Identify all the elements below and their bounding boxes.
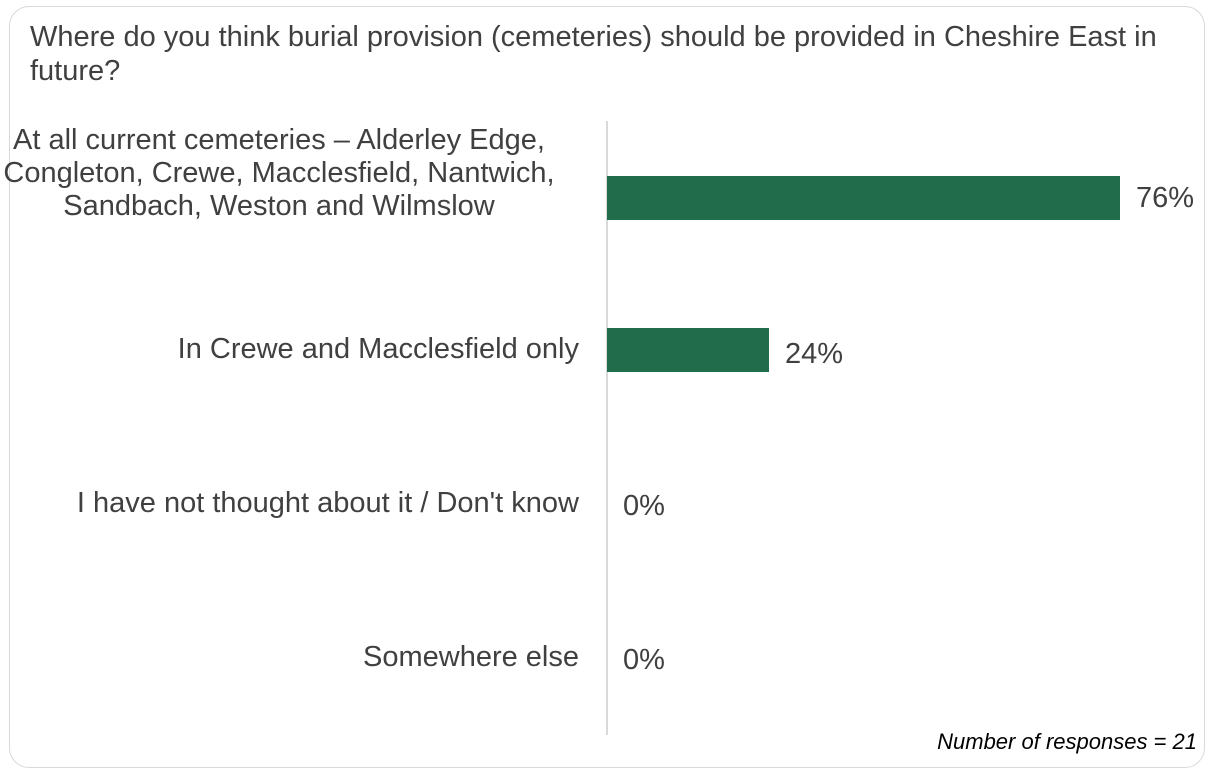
value-label-somewhere-else: 0% <box>623 644 665 676</box>
category-label-dont-know: I have not thought about it / Don't know <box>76 487 579 519</box>
category-label-somewhere-else: Somewhere else <box>363 641 579 673</box>
category-label-all-current-cemeteries: At all current cemeteries – Alderley Edg… <box>3 124 555 222</box>
bar-all-current-cemeteries <box>607 176 1120 220</box>
responses-note: Number of responses = 21 <box>937 729 1197 754</box>
category-label-crewe-macclesfield: In Crewe and Macclesfield only <box>177 333 579 365</box>
category-axis-line <box>606 121 608 735</box>
chart-title: Where do you think burial provision (cem… <box>30 21 1157 87</box>
value-label-dont-know: 0% <box>623 490 665 522</box>
value-label-crewe-macclesfield: 24% <box>785 338 844 370</box>
value-label-all-current-cemeteries: 76% <box>1136 182 1195 214</box>
bar-crewe-macclesfield <box>607 328 769 372</box>
chart-frame <box>9 6 1205 768</box>
